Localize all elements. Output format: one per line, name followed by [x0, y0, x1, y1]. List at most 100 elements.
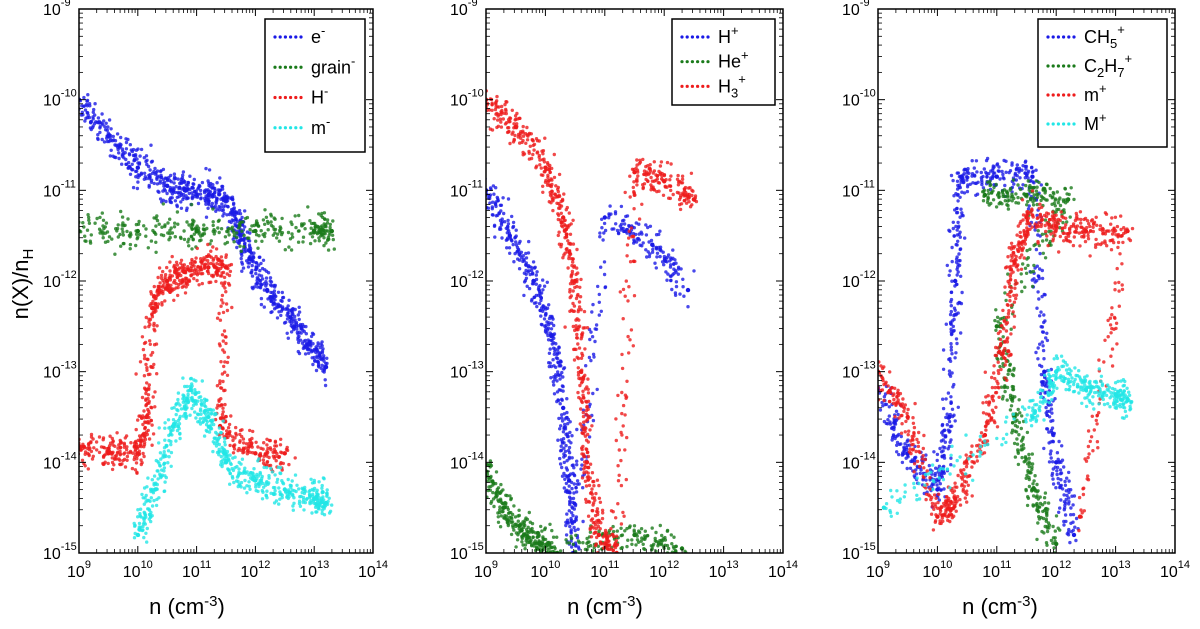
- scatter-point: [225, 429, 229, 433]
- scatter-point: [269, 220, 273, 224]
- scatter-point: [682, 199, 686, 203]
- scatter-point: [948, 320, 953, 325]
- scatter-point: [624, 214, 628, 219]
- scatter-point: [83, 108, 88, 112]
- scatter-point: [220, 202, 224, 206]
- scatter-point: [144, 398, 148, 402]
- scatter-point: [584, 447, 588, 451]
- scatter-point: [591, 352, 596, 356]
- scatter-point: [541, 556, 544, 559]
- scatter-point: [547, 168, 551, 172]
- scatter-point: [110, 237, 114, 241]
- scatter-point: [626, 299, 630, 303]
- scatter-point: [126, 451, 130, 455]
- scatter-point: [238, 232, 242, 237]
- scatter-point: [105, 128, 110, 132]
- scatter-point: [111, 439, 115, 443]
- scatter-point: [616, 479, 621, 483]
- scatter-point: [572, 358, 577, 362]
- scatter-point: [250, 436, 254, 441]
- scatter-point: [120, 147, 125, 151]
- scatter-point: [645, 255, 649, 259]
- scatter-point: [145, 485, 149, 489]
- scatter-point: [285, 448, 290, 453]
- scatter-point: [185, 196, 190, 200]
- scatter-point: [584, 364, 588, 368]
- scatter-point: [576, 539, 581, 543]
- scatter-point: [568, 290, 572, 294]
- scatter-point: [641, 542, 645, 546]
- data-point: [194, 228, 199, 234]
- scatter-point: [174, 403, 178, 407]
- scatter-point: [176, 397, 180, 402]
- scatter-point: [521, 134, 526, 138]
- scatter-point: [619, 430, 623, 435]
- scatter-point: [637, 222, 641, 226]
- scatter-point: [168, 260, 172, 264]
- scatter-point: [549, 327, 554, 331]
- scatter-point: [541, 190, 545, 194]
- scatter-point: [287, 245, 291, 249]
- scatter-point: [956, 239, 960, 243]
- scatter-point: [255, 266, 259, 270]
- scatter-point: [214, 247, 219, 251]
- scatter-point: [85, 111, 89, 115]
- scatter-point: [935, 452, 940, 457]
- scatter-point: [632, 180, 636, 184]
- scatter-point: [556, 370, 560, 374]
- scatter-point: [577, 300, 582, 304]
- scatter-point: [148, 168, 152, 172]
- scatter-point: [138, 507, 143, 511]
- scatter-point: [677, 197, 682, 202]
- scatter-point: [564, 538, 568, 542]
- scatter-point: [541, 184, 545, 188]
- scatter-point: [609, 212, 613, 216]
- scatter-point: [230, 225, 235, 229]
- scatter-point: [308, 232, 312, 236]
- scatter-point: [153, 172, 157, 176]
- scatter-point: [139, 444, 143, 449]
- scatter-point: [204, 423, 209, 427]
- scatter-point: [559, 211, 563, 215]
- data-point: [501, 505, 506, 510]
- scatter-point: [604, 531, 609, 535]
- legend-marker: [701, 60, 705, 64]
- scatter-point: [524, 263, 528, 267]
- scatter-point: [658, 229, 662, 233]
- scatter-point: [203, 265, 207, 270]
- scatter-point: [586, 478, 591, 482]
- scatter-point: [540, 529, 544, 533]
- scatter-point: [515, 249, 520, 253]
- scatter-point: [182, 237, 187, 242]
- scatter-point: [576, 527, 580, 531]
- scatter-point: [526, 251, 531, 255]
- scatter-point: [168, 187, 173, 192]
- scatter-point: [111, 134, 116, 139]
- scatter-point: [312, 486, 317, 491]
- scatter-point: [611, 548, 615, 552]
- scatter-point: [644, 223, 648, 227]
- scatter-point: [582, 309, 587, 314]
- scatter-point: [204, 418, 208, 422]
- scatter-point: [170, 254, 174, 259]
- scatter-point: [318, 503, 322, 507]
- scatter-point: [567, 556, 570, 559]
- scatter-point: [574, 272, 578, 277]
- scatter-point: [501, 488, 505, 492]
- scatter-point: [571, 324, 575, 329]
- data-point: [282, 451, 287, 456]
- scatter-point: [564, 432, 568, 436]
- scatter-point: [225, 373, 230, 377]
- scatter-point: [620, 390, 624, 395]
- scatter-point: [613, 212, 618, 216]
- scatter-point: [639, 527, 644, 531]
- scatter-point: [538, 308, 542, 313]
- scatter-point: [152, 362, 156, 367]
- scatter-point: [589, 535, 594, 539]
- scatter-point: [521, 153, 525, 157]
- scatter-point: [100, 211, 105, 215]
- scatter-point: [531, 535, 535, 540]
- scatter-point: [949, 395, 953, 399]
- scatter-point: [273, 450, 277, 454]
- scatter-point: [524, 251, 528, 256]
